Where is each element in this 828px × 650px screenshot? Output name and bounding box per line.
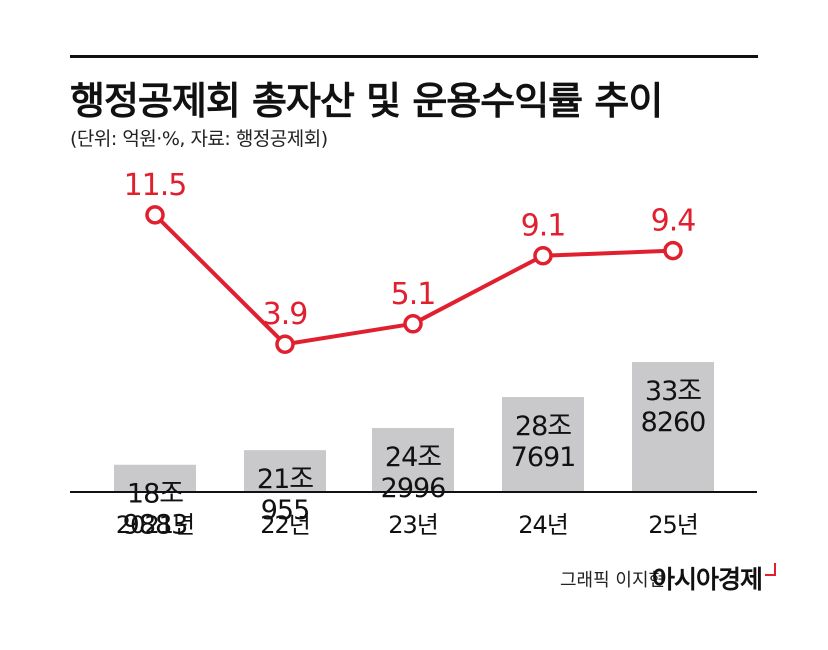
bar — [502, 397, 584, 492]
x-tick-label: 24년 — [518, 511, 568, 539]
x-tick-label: 23년 — [388, 511, 438, 539]
bar-value-label: 21조 — [257, 464, 313, 495]
return-value-label: 5.1 — [391, 277, 436, 312]
brand-mark-icon — [765, 563, 777, 576]
bar-value-label: 24조 — [385, 442, 441, 473]
x-tick-label: 22년 — [260, 511, 310, 539]
top-rule — [70, 55, 758, 58]
bar — [372, 427, 454, 492]
bar — [114, 464, 196, 492]
graphic-credit: 그래픽 이지현 — [560, 570, 666, 591]
return-point — [403, 314, 423, 334]
return-point — [145, 205, 165, 225]
brand-name: 아시아경제 — [652, 565, 763, 594]
x-tick-label: 2021년 — [116, 511, 194, 539]
bar-value-label: 33조 — [645, 376, 701, 407]
bar-value-label: 18조 — [127, 479, 183, 510]
x-tick-label: 25년 — [648, 511, 698, 539]
return-point — [275, 334, 295, 354]
brand-logo: 아시아경제 — [652, 560, 777, 596]
bar — [244, 450, 326, 492]
bar-value-label: 7691 — [511, 442, 576, 473]
bar-value-label: 8260 — [641, 407, 706, 438]
bar-value-label: 28조 — [515, 411, 571, 442]
return-point — [663, 240, 683, 261]
bar — [632, 362, 714, 492]
axis-layer: 2021년 22년 23년 24년 25년 — [70, 491, 757, 539]
return-value-label: 9.4 — [651, 204, 696, 239]
return-value-label: 9.1 — [521, 209, 566, 244]
bar-value-label: 955 — [261, 495, 310, 526]
bar-value-label: 2996 — [381, 473, 446, 504]
line-layer: 11.5 3.9 5.1 9.1 9.4 — [124, 168, 696, 354]
chart-subtitle: (단위: 억원·%, 자료: 행정공제회) — [70, 128, 328, 150]
return-value-label: 3.9 — [263, 297, 308, 332]
return-point — [533, 245, 553, 266]
return-value-label: 11.5 — [124, 168, 187, 203]
bar-value-label: 9883 — [123, 510, 188, 541]
chart-title: 행정공제회 총자산 및 운용수익률 추이 — [70, 79, 663, 123]
